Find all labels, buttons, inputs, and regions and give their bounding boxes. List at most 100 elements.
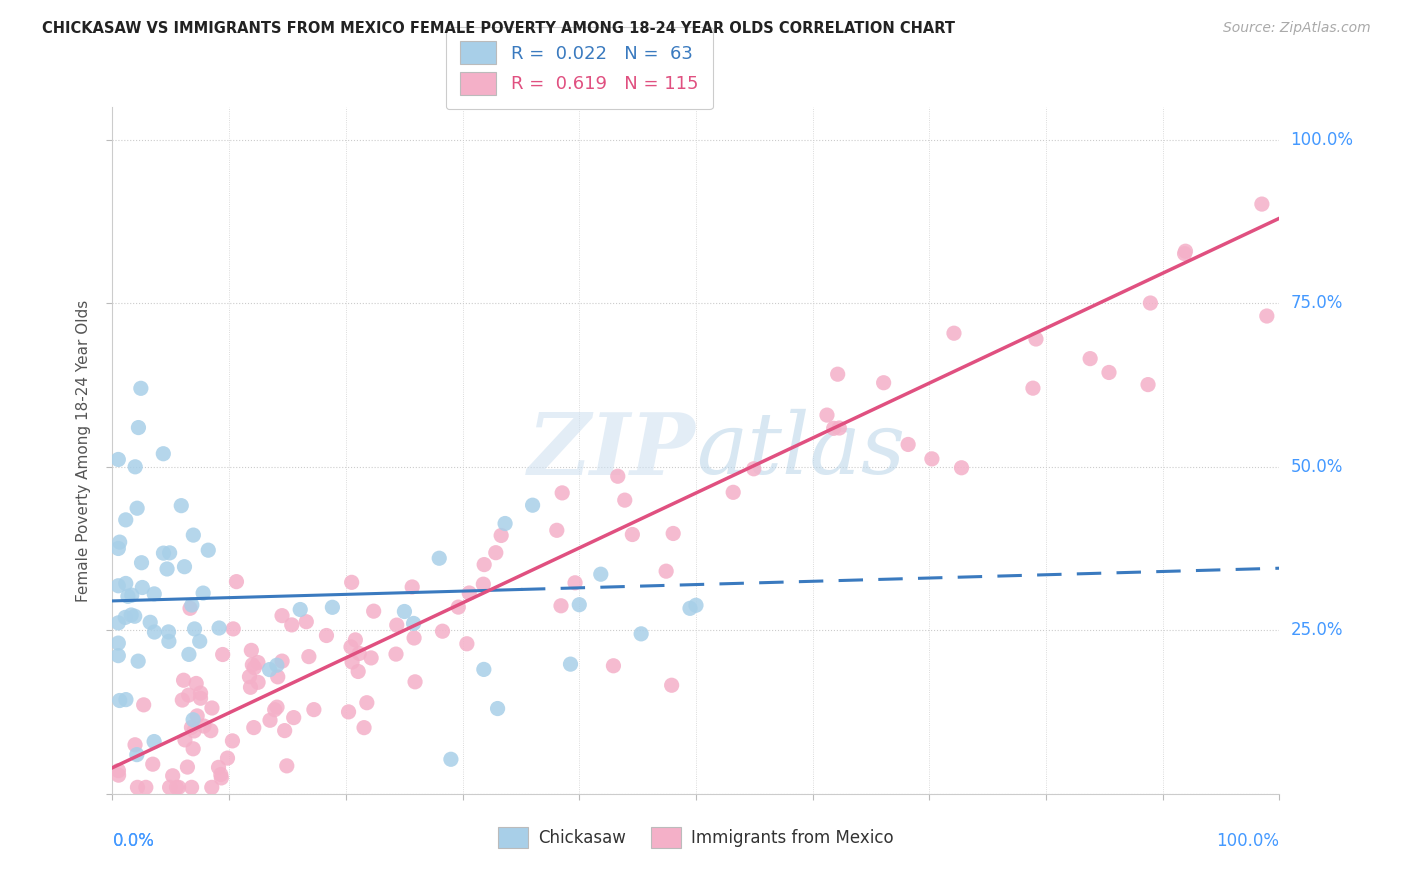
Point [125,747,148,762]
Point [132,698,155,712]
Point [897,437,920,451]
Point [1022,381,1045,395]
Point [139,615,162,630]
Point [131,581,153,595]
Point [221,734,243,748]
Point [124,609,146,624]
Point [242,721,264,735]
Point [302,703,325,717]
Point [162,769,184,783]
Point [602,658,624,673]
Point [259,663,281,677]
Point [921,451,943,466]
Point [181,713,204,727]
Point [129,381,152,395]
Point [630,627,652,641]
Point [613,493,636,508]
Point [107,636,129,650]
Point [522,498,544,512]
Point [177,648,200,662]
Point [107,768,129,782]
Point [1137,377,1160,392]
Point [404,631,426,645]
Point [828,421,851,435]
Text: 0.0%: 0.0% [112,831,155,850]
Point [472,577,495,591]
Point [385,647,408,661]
Point [340,655,363,669]
Point [606,469,628,483]
Point [685,599,707,613]
Point [432,624,454,639]
Point [560,657,582,672]
Point [1250,197,1272,211]
Text: CHICKASAW VS IMMIGRANTS FROM MEXICO FEMALE POVERTY AMONG 18-24 YEAR OLDS CORRELA: CHICKASAW VS IMMIGRANTS FROM MEXICO FEMA… [42,21,955,36]
Point [173,559,195,574]
Point [143,625,166,640]
Point [135,780,157,795]
Point [127,654,149,668]
Point [276,759,298,773]
Point [486,701,509,715]
Point [190,686,212,700]
Point [1256,309,1278,323]
Point [827,368,849,382]
Point [347,665,370,679]
Point [143,587,166,601]
Point [201,701,224,715]
Point [298,649,321,664]
Point [143,734,166,748]
Point [180,720,202,734]
Point [271,654,294,668]
Point [121,588,143,602]
Point [120,607,142,622]
Point [568,598,591,612]
Point [489,528,512,542]
Point [823,421,845,435]
Point [1174,244,1197,259]
Point [180,598,202,612]
Point [239,681,262,695]
Point [108,693,131,707]
Point [550,599,572,613]
Point [179,601,201,615]
Point [337,705,360,719]
Point [247,675,270,690]
Point [273,723,295,738]
Point [360,651,382,665]
Point [321,600,343,615]
Point [209,767,232,781]
Text: ZIP: ZIP [529,409,696,492]
Point [394,605,416,619]
Point [183,723,205,738]
Point [191,586,214,600]
Text: 0.0%: 0.0% [112,831,155,850]
Point [340,640,363,654]
Point [551,486,574,500]
Point [197,543,219,558]
Point [240,643,263,657]
Point [485,546,508,560]
Point [655,564,678,578]
Text: 50.0%: 50.0% [1291,458,1343,475]
Point [546,524,568,538]
Point [290,602,312,616]
Point [742,462,765,476]
Point [281,618,304,632]
Point [114,576,136,591]
Point [211,648,233,662]
Point [263,703,285,717]
Point [283,710,305,724]
Point [404,674,426,689]
Point [167,780,190,795]
Point [266,658,288,673]
Point [107,541,129,556]
Point [107,764,129,778]
Point [142,757,165,772]
Point [217,751,239,765]
Point [356,696,378,710]
Point [159,546,181,560]
Point [172,693,194,707]
Point [107,452,129,467]
Point [349,647,371,661]
